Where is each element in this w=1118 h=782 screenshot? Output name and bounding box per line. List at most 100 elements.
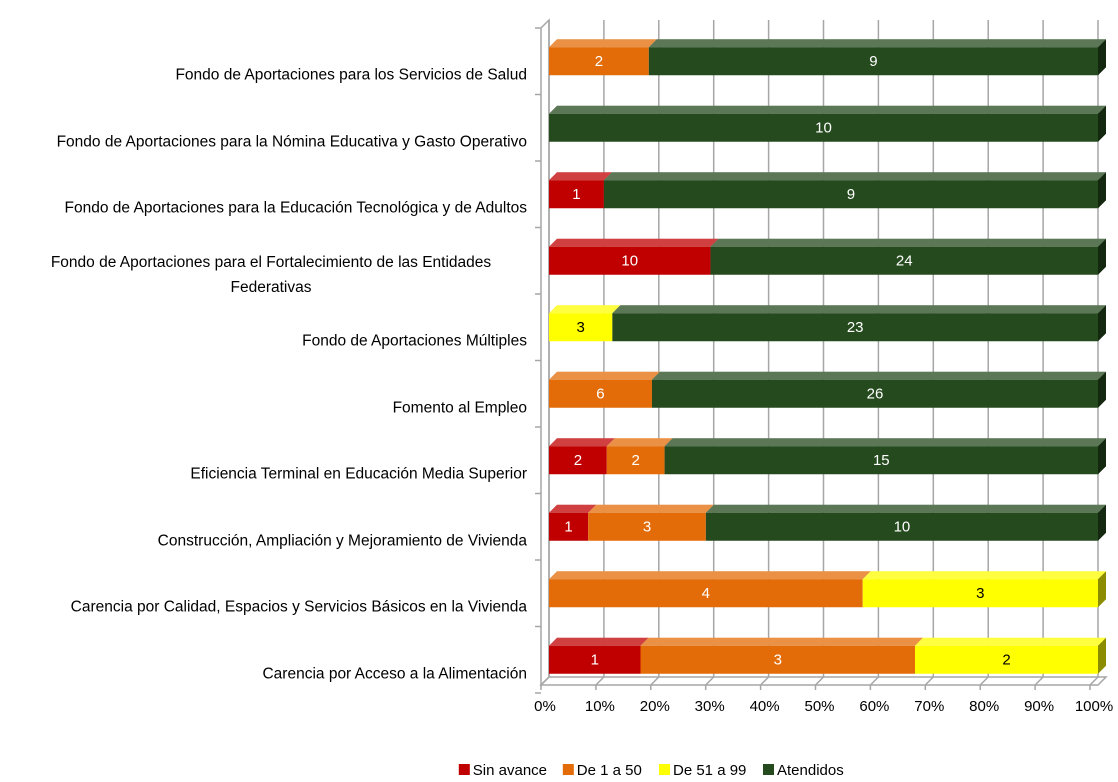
bar-side-shade (1098, 571, 1106, 608)
legend-swatch (659, 764, 670, 775)
data-label: 3 (643, 519, 651, 536)
bar (606, 446, 665, 475)
data-label: 24 (896, 253, 913, 270)
bar-side-shade (1098, 105, 1106, 142)
data-label: 4 (702, 585, 710, 602)
bar-top (549, 172, 612, 181)
bar (648, 47, 1098, 76)
x-tick-label: 100% (1075, 698, 1113, 715)
bar-side (1098, 438, 1106, 475)
data-label: 2 (632, 452, 640, 469)
bar-top-shade (549, 571, 871, 580)
bar-top-shade (549, 504, 597, 513)
y-tick-label-text: Fondo de Aportaciones para el Fortalecim… (50, 253, 492, 296)
legend-swatch (458, 764, 470, 775)
bar-side (1098, 637, 1106, 674)
y-tick-label: Fondo de Aportaciones Múltiples (15, 329, 527, 354)
bar-top (612, 305, 1106, 314)
bar-side (1098, 172, 1106, 209)
bar-side (1098, 504, 1106, 541)
bar (549, 379, 652, 408)
bar-top (648, 39, 1106, 48)
y-tick-label-text: Construcción, Ampliación y Mejoramiento … (157, 532, 527, 550)
legend-label: De 1 a 50 (577, 762, 642, 779)
y-tick-label-text: Fondo de Aportaciones para la Educación … (64, 199, 527, 217)
y-tick-label-text: Carencia por Calidad, Espacios y Servici… (70, 598, 527, 616)
bar-side-shade (1098, 172, 1106, 209)
bar-top-shade (549, 39, 657, 48)
bar-top-shade (549, 305, 621, 314)
y-tick-label-text: Carencia por Acceso a la Alimentación (262, 665, 527, 683)
data-label: 9 (869, 53, 877, 70)
bar-top (549, 571, 871, 580)
bar-top (549, 105, 1106, 114)
data-label: 6 (596, 386, 604, 403)
bar (588, 512, 706, 541)
bar-top-shade (549, 637, 649, 646)
x-tick-label: 30% (695, 698, 725, 715)
bar (549, 113, 1098, 142)
bar (640, 645, 915, 674)
bar-side-shade (1098, 371, 1106, 408)
bar-top-shade (648, 39, 1106, 48)
data-label: 3 (577, 319, 585, 336)
y-tick-label: Fondo de Aportaciones para los Servicios… (15, 63, 527, 88)
bar-side-shade (1098, 305, 1106, 342)
data-label: 1 (591, 652, 599, 669)
bar-top-shade (640, 637, 923, 646)
x-tick-label: 20% (640, 698, 670, 715)
bar-top-shade (549, 105, 1106, 114)
bar-side (1098, 305, 1106, 342)
x-tick-label: 50% (804, 698, 834, 715)
bar (862, 579, 1098, 608)
bar-side (1098, 39, 1106, 76)
bar (612, 313, 1098, 342)
bar-top-shade (651, 371, 1106, 380)
bar (549, 645, 641, 674)
bar-top (664, 438, 1106, 447)
legend-label: De 51 a 99 (673, 762, 746, 779)
bar (603, 180, 1098, 209)
bar-top-shade (705, 504, 1106, 513)
bar-side-shade (1098, 438, 1106, 475)
data-label: 26 (867, 386, 884, 403)
x-tick-label: 10% (585, 698, 615, 715)
y-tick-label-text: Fondo de Aportaciones Múltiples (302, 332, 527, 350)
data-label: 10 (621, 253, 638, 270)
bar-side-shade (1098, 637, 1106, 674)
x-tick-label: 90% (1024, 698, 1054, 715)
data-label: 3 (976, 585, 984, 602)
data-label: 2 (1002, 652, 1010, 669)
bar-top-shade (549, 371, 660, 380)
y-tick-label: Fondo de Aportaciones para la Educación … (15, 196, 527, 221)
bar-top (549, 238, 719, 247)
bar-side-shade (1098, 39, 1106, 76)
y-tick-label: Fomento al Empleo (15, 395, 527, 420)
y-tick-label: Fondo de Aportaciones para el Fortalecim… (15, 250, 527, 300)
bar-side (1098, 371, 1106, 408)
bar-side (1098, 105, 1106, 142)
floor (539, 676, 1108, 686)
bar-side-shade (1098, 504, 1106, 541)
y-tick-label: Carencia por Calidad, Espacios y Servici… (15, 595, 527, 620)
bar (915, 645, 1098, 674)
bar (664, 446, 1098, 475)
bar-top (549, 305, 621, 314)
x-tick-label: 60% (859, 698, 889, 715)
legend-label: Sin avance (473, 762, 547, 779)
bar (549, 180, 604, 209)
bar (705, 512, 1098, 541)
bar-top (549, 637, 649, 646)
bar-top (640, 637, 923, 646)
bar (549, 313, 613, 342)
left-wall (540, 18, 550, 687)
bar-top (606, 438, 673, 447)
bar-top-shade (549, 238, 719, 247)
data-label: 2 (574, 452, 582, 469)
bar (549, 446, 607, 475)
bar-top-shade (603, 172, 1106, 181)
data-label: 10 (894, 519, 911, 536)
data-label: 9 (847, 186, 855, 203)
